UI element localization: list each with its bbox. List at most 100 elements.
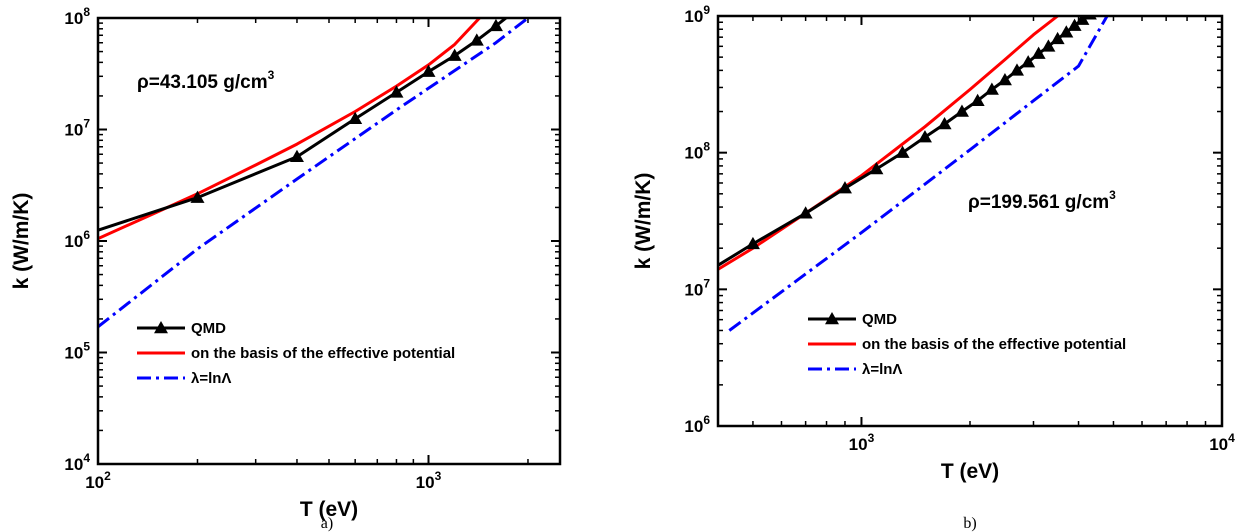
x-tick-label-exp: 2 bbox=[104, 469, 111, 483]
y-tick-label-base: 10 bbox=[684, 417, 703, 436]
qmd-marker bbox=[421, 64, 436, 77]
y-axis-label: k (W/m/K) bbox=[10, 193, 33, 290]
y-tick-label-exp: 4 bbox=[83, 451, 90, 465]
y-tick-label: 107 bbox=[64, 117, 90, 140]
density-annotation: ρ=199.561 g/cm3 bbox=[968, 188, 1116, 213]
legend-label: on the basis of the effective potential bbox=[862, 336, 1126, 353]
y-tick-label: 109 bbox=[684, 3, 710, 26]
series-group bbox=[98, 18, 529, 328]
qmd-marker bbox=[917, 130, 932, 143]
y-tick-label: 108 bbox=[64, 5, 90, 28]
qmd-marker bbox=[837, 181, 852, 194]
y-tick-label-base: 10 bbox=[64, 455, 83, 474]
x-tick-label-base: 10 bbox=[416, 473, 435, 492]
x-axis-label: T (eV) bbox=[941, 460, 999, 483]
y-tick-label-base: 10 bbox=[684, 280, 703, 299]
legend-marker bbox=[825, 312, 839, 325]
legend-label: λ=lnΛ bbox=[862, 361, 902, 378]
legend: QMD on the basis of the effective potenti… bbox=[137, 320, 455, 387]
panel-label: b) bbox=[963, 515, 976, 532]
x-tick-label-base: 10 bbox=[85, 473, 104, 492]
y-tick-label: 108 bbox=[684, 140, 710, 163]
qmd-marker bbox=[1067, 18, 1082, 31]
y-tick-label-exp: 7 bbox=[83, 117, 90, 131]
y-tick-label-base: 10 bbox=[684, 7, 703, 26]
qmd-marker bbox=[869, 161, 884, 175]
qmd-marker bbox=[469, 33, 484, 46]
plot-frame bbox=[96, 16, 562, 466]
plot-frame bbox=[716, 14, 1224, 428]
x-tick-label-base: 10 bbox=[849, 435, 868, 454]
legend: QMD on the basis of the effective potenti… bbox=[808, 311, 1126, 378]
qmd-marker bbox=[447, 48, 462, 61]
qmd-marker bbox=[488, 18, 503, 32]
y-tick-label: 104 bbox=[64, 451, 90, 474]
legend-label: QMD bbox=[191, 320, 226, 337]
qmd-marker bbox=[1009, 63, 1024, 76]
y-tick-label-base: 10 bbox=[64, 9, 83, 28]
qmd-marker bbox=[289, 149, 304, 162]
panel-label: a) bbox=[321, 515, 333, 532]
y-tick-label-exp: 6 bbox=[703, 413, 710, 427]
y-tick-label-exp: 8 bbox=[703, 140, 710, 154]
qmd-marker bbox=[937, 117, 952, 130]
legend-label: QMD bbox=[862, 311, 897, 328]
density-exp: 3 bbox=[268, 68, 275, 82]
y-tick-label-base: 10 bbox=[64, 344, 83, 363]
density-annotation: ρ=43.105 g/cm3 bbox=[137, 68, 275, 93]
y-tick-label-base: 10 bbox=[64, 121, 83, 140]
qmd-marker bbox=[1075, 16, 1090, 25]
legend-marker bbox=[154, 321, 168, 334]
y-tick-label-exp: 8 bbox=[83, 5, 90, 19]
density-text: ρ=199.561 g/cm bbox=[968, 192, 1109, 213]
series-line-qmd bbox=[718, 16, 1090, 267]
legend-label: on the basis of the effective potential bbox=[191, 345, 455, 362]
series-line-qmd bbox=[98, 18, 509, 232]
series-line-effective-potential bbox=[98, 18, 482, 240]
qmd-marker bbox=[389, 85, 404, 98]
qmd-marker bbox=[1059, 25, 1074, 38]
qmd-marker bbox=[1041, 39, 1056, 52]
x-tick-label-exp: 3 bbox=[435, 469, 442, 483]
qmd-marker bbox=[190, 190, 205, 203]
series-group bbox=[718, 16, 1109, 332]
qmd-marker bbox=[997, 73, 1012, 86]
legend-label: λ=lnΛ bbox=[191, 370, 231, 387]
x-tick-label: 104 bbox=[1209, 431, 1235, 454]
y-tick-label-exp: 7 bbox=[703, 276, 710, 290]
y-tick-label: 106 bbox=[64, 228, 90, 251]
y-tick-label-exp: 9 bbox=[703, 3, 710, 17]
qmd-marker bbox=[984, 82, 999, 95]
y-tick-label-exp: 6 bbox=[83, 228, 90, 242]
qmd-marker bbox=[954, 104, 969, 117]
qmd-marker bbox=[970, 93, 985, 106]
y-tick-label: 105 bbox=[64, 340, 90, 363]
x-tick-label: 103 bbox=[416, 469, 442, 492]
density-exp: 3 bbox=[1109, 188, 1116, 202]
qmd-marker bbox=[798, 206, 813, 219]
series-line-lambda-ln bbox=[728, 16, 1109, 332]
y-tick-label-exp: 5 bbox=[83, 340, 90, 354]
x-tick-label-exp: 3 bbox=[868, 431, 875, 445]
y-tick-label-base: 10 bbox=[684, 144, 703, 163]
series-line-lambda-ln bbox=[98, 18, 529, 328]
x-tick-label-base: 10 bbox=[1209, 435, 1228, 454]
y-tick-label: 107 bbox=[684, 276, 710, 299]
x-tick-label: 103 bbox=[849, 431, 875, 454]
qmd-marker bbox=[1031, 46, 1046, 59]
x-tick-label-exp: 4 bbox=[1228, 431, 1235, 445]
x-axis-label: T (eV) bbox=[300, 498, 358, 521]
qmd-marker bbox=[1050, 31, 1065, 45]
y-tick-label: 106 bbox=[684, 413, 710, 436]
qmd-marker bbox=[1021, 55, 1036, 68]
x-tick-label: 102 bbox=[85, 469, 111, 492]
density-text: ρ=43.105 g/cm bbox=[137, 72, 268, 93]
qmd-marker bbox=[348, 111, 363, 124]
y-axis-label: k (W/m/K) bbox=[632, 173, 655, 270]
qmd-marker bbox=[895, 145, 910, 158]
series-line-effective-potential bbox=[718, 16, 1059, 271]
qmd-marker bbox=[1082, 16, 1097, 20]
